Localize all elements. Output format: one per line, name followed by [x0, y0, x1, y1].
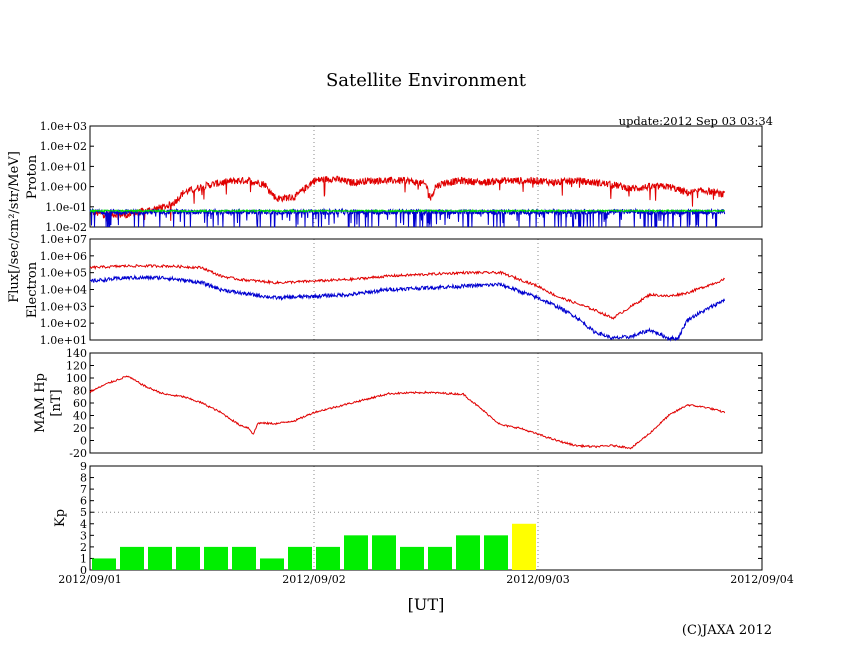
kp-bar	[148, 546, 172, 570]
hp-ytick-label: 60	[73, 397, 87, 410]
kp-bar	[176, 546, 200, 570]
hp-ytick-label: 20	[73, 422, 87, 435]
kp-bar	[92, 558, 116, 570]
proton-frame	[89, 125, 763, 228]
electron-high-line	[89, 263, 725, 320]
kp-ytick-label: 9	[80, 460, 87, 473]
kp-bar	[260, 558, 284, 570]
update-timestamp: update:2012 Sep 03 03:34	[619, 114, 773, 128]
electron-ytick-label: 1.0e+06	[40, 250, 87, 263]
kp-bar	[288, 546, 312, 570]
x-tick-label: 2012/09/03	[506, 573, 569, 586]
proton-mid-line	[89, 208, 725, 214]
proton-ytick-label: 1.0e-01	[45, 201, 87, 214]
x-axis-label: [UT]	[408, 595, 445, 614]
kp-ytick-label: 5	[80, 506, 87, 519]
electron-frame	[89, 238, 763, 341]
hp-ytick-label: 80	[73, 385, 87, 398]
kp-bar	[484, 535, 508, 570]
proton-ylabel: Proton	[25, 154, 40, 199]
hp-ytick-label: 100	[66, 372, 87, 385]
proton-panel: 1.0e-02 1.0e-01 1.0e+00 1.0e+01 1.0e+02 1.0e+…	[25, 120, 763, 234]
hp-ytick-label: 120	[66, 360, 87, 373]
hp-ylabel: MAM Hp	[33, 373, 48, 433]
flux-axis-label: Flux[/sec/cm²/str/MeV]	[7, 151, 22, 303]
kp-ytick-label: 8	[80, 472, 87, 485]
kp-bar	[232, 546, 256, 570]
kp-ytick-label: 7	[80, 483, 87, 496]
kp-ylabel: Kp	[53, 509, 68, 527]
hp-ytick-label: 140	[66, 347, 87, 360]
electron-ytick-label: 1.0e+03	[40, 300, 87, 313]
electron-low-line	[89, 274, 725, 342]
proton-ytick-label: 1.0e+03	[40, 120, 87, 133]
kp-bar	[120, 546, 144, 570]
electron-ytick-label: 1.0e+04	[40, 284, 87, 297]
electron-ytick-label: 1.0e+01	[40, 334, 87, 347]
hp-line	[89, 375, 726, 450]
kp-ytick-label: 1	[80, 552, 87, 565]
x-tick-label: 2012/09/02	[282, 573, 345, 586]
kp-ytick-label: 6	[80, 495, 87, 508]
hp-ytick-label: -20	[69, 447, 87, 460]
kp-bar	[456, 535, 480, 570]
kp-frame	[89, 465, 763, 571]
electron-ytick-label: 1.0e+02	[40, 317, 87, 330]
kp-bar	[428, 546, 452, 570]
kp-bar	[400, 546, 424, 570]
hp-ylabel-unit: [nT]	[49, 389, 64, 416]
proton-ytick-label: 1.0e+00	[40, 181, 87, 194]
hp-ytick-label: 40	[73, 410, 87, 423]
electron-ytick-label: 1.0e+05	[40, 267, 87, 280]
kp-ytick-label: 2	[80, 541, 87, 554]
electron-ylabel: Electron	[25, 261, 40, 318]
electron-ytick-label: 1.0e+07	[40, 233, 87, 246]
proton-ytick-label: 1.0e+01	[40, 160, 87, 173]
kp-ytick-label: 0	[80, 564, 87, 577]
kp-bar	[344, 535, 368, 570]
kp-bar	[316, 546, 340, 570]
proton-ytick-label: 1.0e-02	[45, 221, 87, 234]
kp-bar	[512, 523, 536, 570]
hp-ytick-label: 0	[80, 435, 87, 448]
proton-low-line	[89, 207, 726, 228]
electron-panel: 1.0e+01 1.0e+02 1.0e+03 1.0e+04 1.0e+05 1.0e+…	[25, 233, 763, 347]
copyright-text: (C)JAXA 2012	[682, 623, 772, 638]
kp-bar	[372, 535, 396, 570]
x-tick-label: 2012/09/04	[730, 573, 793, 586]
proton-ytick-label: 1.0e+02	[40, 140, 87, 153]
figure-title: Satellite Environment	[326, 70, 527, 91]
x-tick-label: 2012/09/01	[58, 573, 121, 586]
kp-ytick-label: 4	[80, 518, 87, 531]
kp-bar	[204, 546, 228, 570]
hp-frame	[89, 352, 763, 454]
kp-ytick-label: 3	[80, 529, 87, 542]
proton-high-line	[89, 175, 726, 222]
